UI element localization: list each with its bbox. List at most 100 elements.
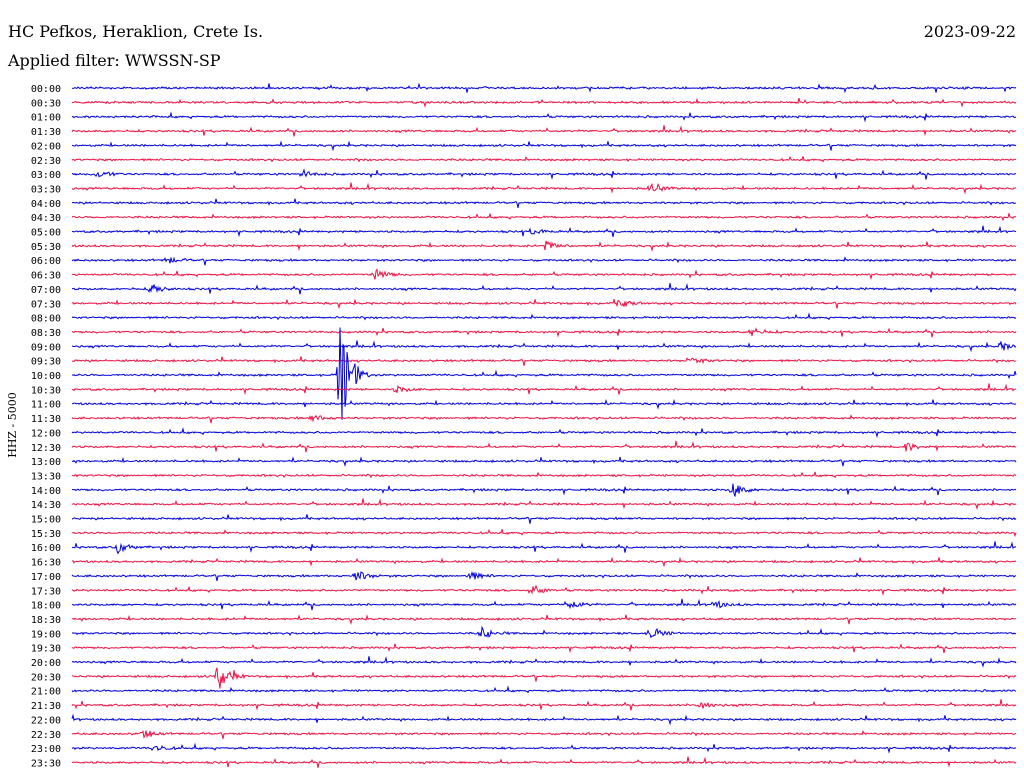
station-title: HC Pefkos, Heraklion, Crete Is. [8, 22, 263, 41]
row-time-label: 20:30 [31, 672, 61, 683]
trace-line [71, 643, 1017, 654]
trace-line [71, 471, 1017, 479]
trace-line [71, 327, 1017, 338]
trace-line [71, 82, 1017, 94]
row-time-label: 15:30 [31, 529, 61, 540]
trace-line [71, 414, 1017, 424]
row-time-label: 04:30 [31, 213, 61, 224]
trace-line [71, 312, 1017, 321]
trace-line [71, 283, 1017, 295]
trace-line [71, 398, 1017, 410]
trace-line [71, 570, 1017, 582]
trace-line [71, 667, 1017, 689]
row-time-label: 08:00 [31, 314, 61, 325]
row-time-label: 18:00 [31, 601, 61, 612]
trace-line [71, 556, 1017, 568]
row-time-label: 10:30 [31, 385, 61, 396]
row-time-label: 13:30 [31, 471, 61, 482]
row-time-label: 07:30 [31, 299, 61, 310]
trace-line [71, 756, 1017, 768]
row-time-label: 05:30 [31, 242, 61, 253]
trace-line [71, 213, 1017, 222]
row-time-label: 12:00 [31, 428, 61, 439]
row-time-label: 22:00 [31, 715, 61, 726]
trace-line [71, 656, 1017, 668]
trace-line [71, 584, 1017, 596]
row-time-label: 00:30 [31, 98, 61, 109]
trace-line [71, 614, 1017, 625]
trace-line [71, 225, 1017, 238]
trace-line [71, 327, 1017, 420]
trace-line [71, 256, 1017, 266]
row-time-label: 05:00 [31, 228, 61, 239]
row-time-label: 09:00 [31, 342, 61, 353]
trace-line [71, 198, 1017, 209]
row-time-label: 01:00 [31, 113, 61, 124]
trace-line [71, 383, 1017, 396]
trace-line [71, 426, 1017, 439]
date-label: 2023-09-22 [924, 22, 1016, 41]
row-time-label: 14:00 [31, 486, 61, 497]
row-time-label: 15:00 [31, 515, 61, 526]
trace-line [71, 340, 1017, 353]
row-time-label: 02:30 [31, 156, 61, 167]
trace-line [71, 456, 1017, 468]
row-time-label: 00:00 [31, 84, 61, 95]
trace-line [71, 240, 1016, 252]
trace-line [71, 440, 1017, 453]
filter-label: Applied filter: WWSSN-SP [7, 51, 221, 70]
row-time-label: 02:00 [31, 141, 61, 152]
row-time-label: 11:30 [31, 414, 61, 425]
trace-line [71, 356, 1016, 366]
trace-line [71, 140, 1017, 152]
row-time-label: 14:30 [31, 500, 61, 511]
row-time-label: 20:00 [31, 658, 61, 669]
trace-line [71, 483, 1017, 497]
trace-line [71, 498, 1017, 511]
row-time-label: 13:00 [31, 457, 61, 468]
row-time-label: 19:00 [31, 629, 61, 640]
row-time-label: 17:30 [31, 586, 61, 597]
row-time-label: 21:30 [31, 701, 61, 712]
row-time-label: 16:30 [31, 558, 61, 569]
row-time-label: 06:00 [31, 256, 61, 267]
trace-line [71, 742, 1017, 754]
trace-rows: 00:00 00:30 01:00 01:30 02:00 02:30 03:00 03:30… [31, 82, 1017, 769]
row-time-label: 08:30 [31, 328, 61, 339]
row-time-label: 18:30 [31, 615, 61, 626]
row-time-label: 21:00 [31, 687, 61, 698]
row-time-label: 12:30 [31, 443, 61, 454]
trace-line [71, 298, 1017, 310]
row-time-label: 04:00 [31, 199, 61, 210]
row-time-label: 03:00 [31, 170, 61, 181]
row-time-label: 01:30 [31, 127, 61, 138]
row-time-label: 23:30 [31, 758, 61, 769]
row-time-label: 09:30 [31, 357, 61, 368]
row-time-label: 10:00 [31, 371, 61, 382]
trace-line [71, 625, 1017, 639]
row-time-label: 07:00 [31, 285, 61, 296]
trace-line [71, 528, 1017, 538]
row-time-label: 11:00 [31, 400, 61, 411]
trace-line [71, 155, 1017, 163]
trace-line [71, 168, 1017, 180]
trace-line [71, 182, 1017, 195]
trace-line [71, 125, 1017, 137]
trace-line [71, 111, 1017, 123]
row-time-label: 23:00 [31, 744, 61, 755]
row-time-label: 17:00 [31, 572, 61, 583]
trace-line [71, 97, 1017, 108]
row-time-label: 16:00 [31, 543, 61, 554]
trace-line [71, 699, 1017, 711]
trace-line [71, 713, 1017, 726]
trace-line [72, 729, 1017, 740]
row-time-label: 03:30 [31, 184, 61, 195]
row-time-label: 06:30 [31, 271, 61, 282]
channel-label: HHZ - 5000 [6, 392, 19, 458]
trace-line [71, 268, 1017, 281]
trace-line [71, 541, 1017, 555]
row-time-label: 22:30 [31, 730, 61, 741]
trace-line [71, 685, 1017, 694]
trace-line [71, 514, 1017, 524]
